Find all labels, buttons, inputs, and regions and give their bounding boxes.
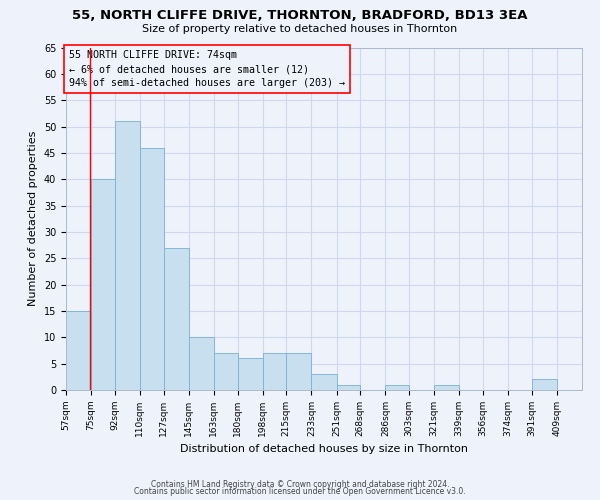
X-axis label: Distribution of detached houses by size in Thornton: Distribution of detached houses by size …	[180, 444, 468, 454]
Bar	[238, 358, 263, 390]
Text: 55, NORTH CLIFFE DRIVE, THORNTON, BRADFORD, BD13 3EA: 55, NORTH CLIFFE DRIVE, THORNTON, BRADFO…	[72, 9, 528, 22]
Text: Contains public sector information licensed under the Open Government Licence v3: Contains public sector information licen…	[134, 488, 466, 496]
Bar	[214, 353, 238, 390]
Bar	[263, 353, 286, 390]
Bar	[434, 384, 459, 390]
Bar	[286, 353, 311, 390]
Text: 55 NORTH CLIFFE DRIVE: 74sqm
← 6% of detached houses are smaller (12)
94% of sem: 55 NORTH CLIFFE DRIVE: 74sqm ← 6% of det…	[69, 50, 345, 88]
Bar	[91, 179, 115, 390]
Text: Size of property relative to detached houses in Thornton: Size of property relative to detached ho…	[142, 24, 458, 34]
Bar	[66, 311, 91, 390]
Text: Contains HM Land Registry data © Crown copyright and database right 2024.: Contains HM Land Registry data © Crown c…	[151, 480, 449, 489]
Bar	[164, 248, 189, 390]
Bar	[532, 380, 557, 390]
Bar	[140, 148, 164, 390]
Y-axis label: Number of detached properties: Number of detached properties	[28, 131, 38, 306]
Bar	[311, 374, 337, 390]
Bar	[115, 122, 140, 390]
Bar	[385, 384, 409, 390]
Bar	[337, 384, 360, 390]
Bar	[189, 338, 214, 390]
